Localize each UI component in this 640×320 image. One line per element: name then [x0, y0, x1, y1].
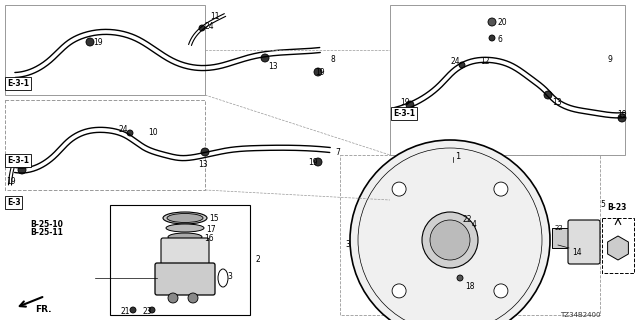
Circle shape [314, 158, 322, 166]
Circle shape [261, 54, 269, 62]
Circle shape [392, 284, 406, 298]
FancyBboxPatch shape [155, 263, 215, 295]
Bar [5, 100, 205, 190]
Bar [390, 5, 625, 155]
Circle shape [149, 307, 155, 313]
Circle shape [457, 275, 463, 281]
Bar [602, 218, 634, 273]
Text: 6: 6 [497, 35, 502, 44]
Text: 7: 7 [335, 148, 340, 157]
Text: 2: 2 [255, 255, 260, 264]
Text: 8: 8 [330, 55, 335, 64]
Text: 19: 19 [93, 38, 102, 47]
Circle shape [127, 130, 133, 136]
Ellipse shape [163, 212, 207, 224]
Text: 13: 13 [198, 160, 207, 169]
Text: 15: 15 [209, 214, 219, 223]
Text: E-3-1: E-3-1 [393, 109, 415, 118]
Text: 21: 21 [120, 307, 129, 316]
Ellipse shape [167, 213, 203, 222]
Text: B-25-10: B-25-10 [30, 220, 63, 229]
FancyBboxPatch shape [161, 238, 209, 277]
Circle shape [130, 307, 136, 313]
Text: 5: 5 [600, 200, 605, 209]
Text: FR.: FR. [35, 305, 51, 314]
Text: E-3-1: E-3-1 [7, 156, 29, 165]
Text: B-23: B-23 [607, 203, 627, 212]
Text: 19: 19 [308, 158, 317, 167]
Bar [552, 228, 570, 248]
Text: 9: 9 [608, 55, 613, 64]
Circle shape [188, 293, 198, 303]
Text: 22: 22 [555, 225, 564, 231]
Ellipse shape [166, 224, 204, 232]
Circle shape [488, 18, 496, 26]
Text: 3: 3 [345, 240, 350, 249]
Bar [110, 205, 250, 315]
Circle shape [494, 182, 508, 196]
Text: 19: 19 [617, 110, 627, 119]
Circle shape [422, 212, 478, 268]
Text: 12: 12 [480, 57, 490, 66]
Text: 24: 24 [204, 22, 214, 31]
Circle shape [201, 148, 209, 156]
Text: TZ34B2400: TZ34B2400 [560, 312, 600, 318]
Bar [340, 155, 600, 315]
Text: 4: 4 [472, 220, 477, 229]
Circle shape [494, 284, 508, 298]
Text: 18: 18 [465, 282, 474, 291]
Circle shape [489, 35, 495, 41]
Text: 17: 17 [206, 225, 216, 234]
Circle shape [392, 182, 406, 196]
Text: 19: 19 [315, 68, 324, 77]
Circle shape [18, 166, 26, 174]
Text: 1: 1 [455, 152, 460, 161]
Text: 10: 10 [148, 128, 157, 137]
Circle shape [350, 140, 550, 320]
Text: E-3: E-3 [7, 198, 20, 207]
Circle shape [544, 91, 552, 99]
Text: E-3-1: E-3-1 [7, 79, 29, 88]
Text: 24: 24 [450, 57, 460, 66]
Text: 19: 19 [400, 98, 410, 107]
Circle shape [618, 114, 626, 122]
Ellipse shape [168, 233, 202, 241]
Text: 23: 23 [142, 307, 152, 316]
Circle shape [430, 220, 470, 260]
Circle shape [86, 38, 94, 46]
Circle shape [459, 62, 465, 68]
Text: 3: 3 [227, 272, 232, 281]
Text: 13: 13 [552, 98, 562, 107]
Text: 11: 11 [210, 12, 220, 21]
Text: 20: 20 [497, 18, 507, 27]
Text: 19: 19 [6, 177, 15, 186]
Text: 16: 16 [204, 234, 214, 243]
Text: 13: 13 [268, 62, 278, 71]
Text: 14: 14 [572, 248, 582, 257]
Text: B-25-11: B-25-11 [30, 228, 63, 237]
FancyBboxPatch shape [568, 220, 600, 264]
Bar [5, 5, 205, 95]
Circle shape [199, 25, 205, 31]
Circle shape [406, 101, 414, 109]
Circle shape [168, 293, 178, 303]
Text: 24: 24 [118, 125, 127, 134]
Text: 22: 22 [462, 215, 472, 224]
Circle shape [314, 68, 322, 76]
